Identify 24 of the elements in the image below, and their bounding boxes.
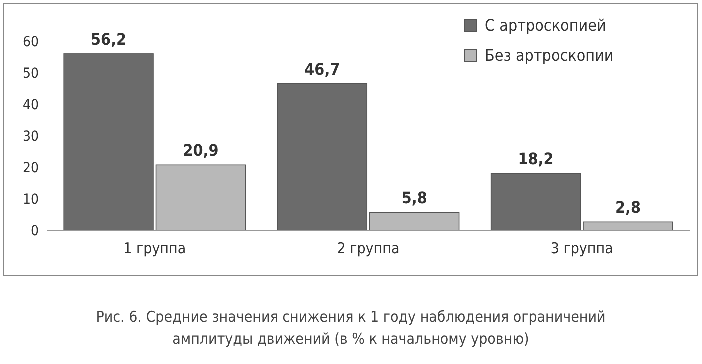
y-tick-label: 30: [22, 128, 39, 145]
x-tick-label: 2 группа: [337, 240, 400, 258]
legend-label: Без артроскопии: [485, 46, 614, 65]
bar: [369, 212, 460, 232]
y-tick-label: 20: [22, 160, 39, 176]
bar: [490, 173, 582, 232]
data-label: 2,8: [615, 198, 641, 218]
y-tick-label: 10: [22, 192, 39, 208]
y-tick-label: 50: [22, 66, 39, 82]
data-label: 46,7: [304, 60, 340, 79]
bar: [156, 164, 246, 232]
x-tick-label: 1 группа: [124, 240, 186, 258]
data-label: 5,8: [402, 188, 428, 208]
x-tick-label: 3 группа: [550, 240, 614, 258]
bar: [64, 54, 154, 232]
legend-label: С артроскопией: [485, 16, 606, 35]
data-label: 20,9: [183, 141, 219, 160]
bar: [277, 83, 368, 232]
y-tick-label: 40: [22, 97, 39, 114]
y-tick-label: 0: [30, 223, 39, 240]
data-label: 56,2: [91, 30, 127, 49]
y-tick-label: 60: [22, 34, 39, 50]
text: Рис. 6. Средние значения снижения к 1 году наблюдения ограничений амплитуды движений (в % к начальному уровню): [96, 308, 606, 348]
data-label: 18,2: [518, 150, 554, 169]
